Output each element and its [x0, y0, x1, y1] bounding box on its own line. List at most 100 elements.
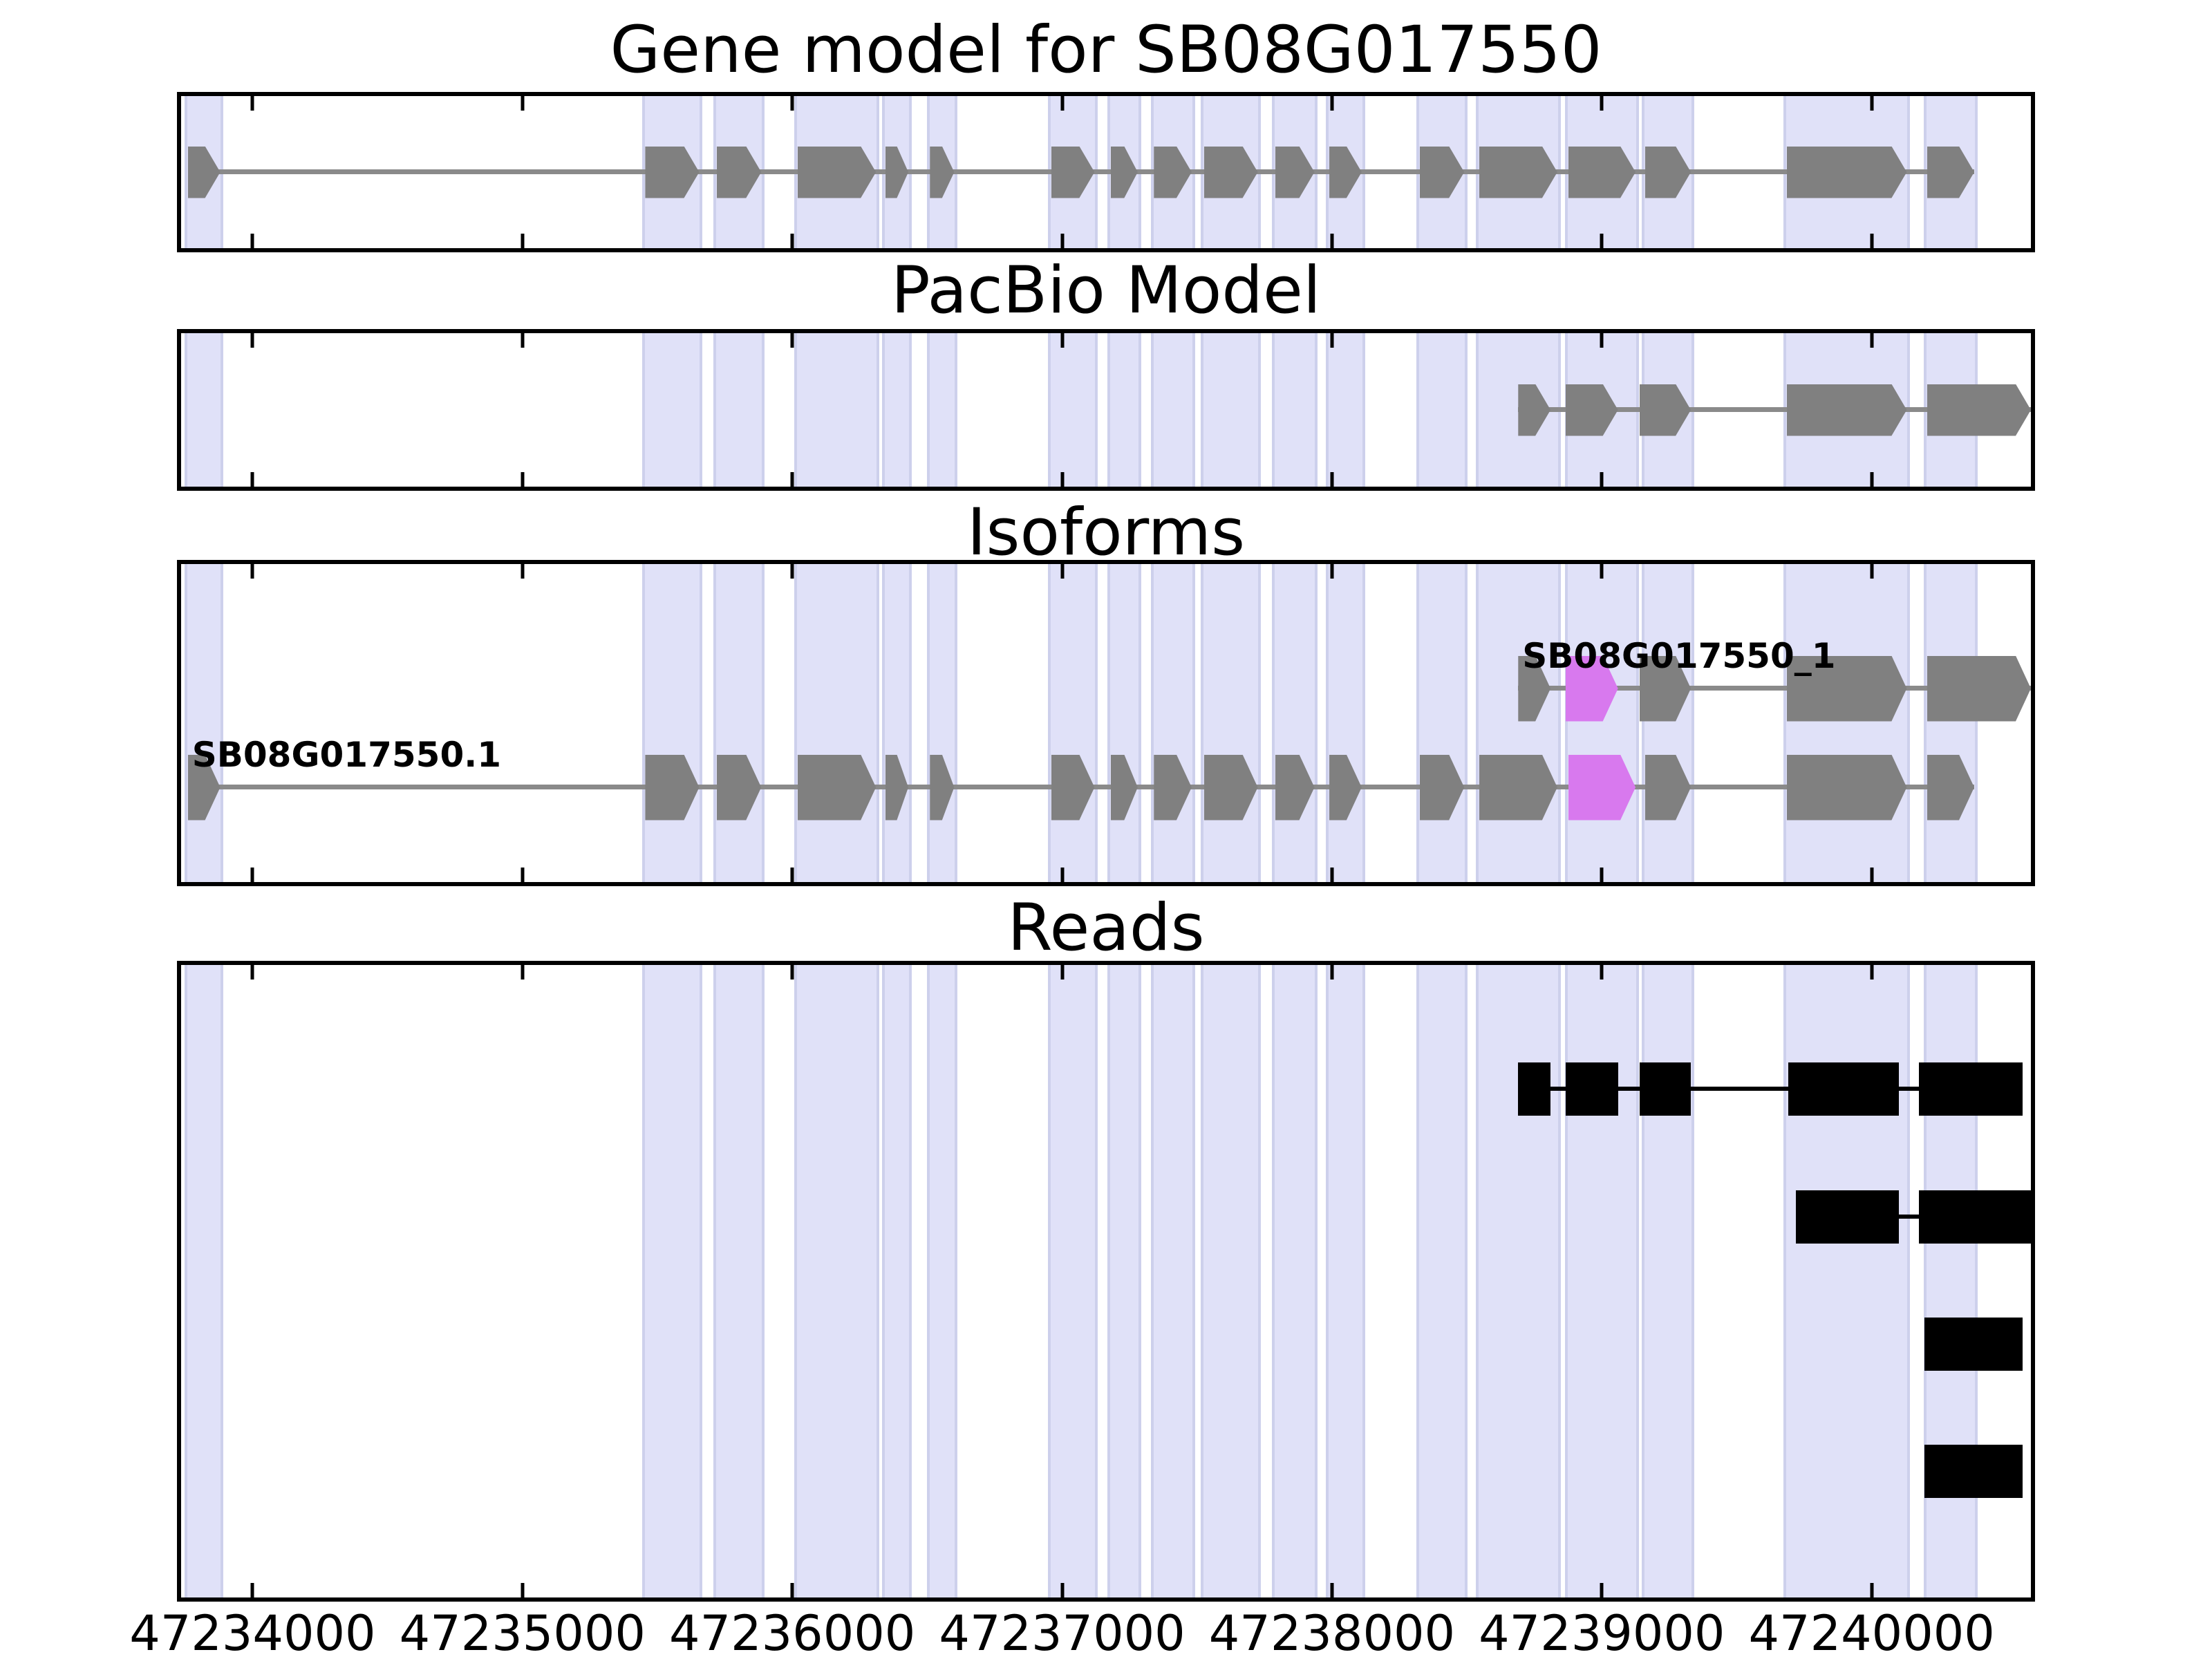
- tick-mark: [1600, 96, 1604, 111]
- x-tick-label: 47236000: [669, 1605, 916, 1659]
- read-block: [1639, 1062, 1691, 1116]
- highlight-band: [1476, 564, 1561, 882]
- tick-mark: [1060, 1583, 1065, 1597]
- highlight-band: [641, 564, 703, 882]
- read-connector-line: [1518, 1087, 2023, 1091]
- tick-mark: [250, 1583, 254, 1597]
- highlight-band: [1200, 564, 1262, 882]
- exon: [1568, 147, 1636, 198]
- exon: [1787, 656, 1907, 722]
- tick-mark: [250, 564, 254, 579]
- read-connector-line: [1796, 1215, 2031, 1219]
- highlight-band: [1048, 564, 1098, 882]
- tick-mark: [521, 564, 525, 579]
- highlight-band: [1416, 965, 1468, 1597]
- x-tick-label: 47237000: [939, 1605, 1185, 1659]
- read-block: [1565, 1062, 1618, 1116]
- highlight-band: [1107, 564, 1141, 882]
- isoform-label: SB08G017550.1: [191, 735, 502, 775]
- tick-mark: [1330, 234, 1334, 248]
- exon: [1927, 384, 2031, 436]
- highlight-band: [1272, 965, 1318, 1597]
- highlight-band: [1326, 333, 1365, 487]
- exon: [798, 147, 876, 198]
- read-block: [1518, 1062, 1551, 1116]
- tick-mark: [790, 472, 794, 487]
- tick-mark: [790, 1583, 794, 1597]
- highlight-band: [882, 965, 912, 1597]
- read-block: [1924, 1317, 2023, 1371]
- highlight-band: [1150, 564, 1195, 882]
- highlight-band: [1200, 333, 1262, 487]
- highlight-band: [1200, 965, 1262, 1597]
- highlight-band: [1150, 965, 1195, 1597]
- panel-gene-model: [177, 92, 2035, 252]
- tick-mark: [790, 96, 794, 111]
- tick-mark: [250, 234, 254, 248]
- read-block: [1924, 1444, 2023, 1498]
- highlight-band: [1048, 333, 1098, 487]
- exon: [1479, 755, 1557, 821]
- tick-mark: [1060, 96, 1065, 111]
- highlight-band: [1783, 564, 1911, 882]
- exon: [1479, 147, 1557, 198]
- tick-mark: [1330, 472, 1334, 487]
- highlight-band: [1642, 965, 1694, 1597]
- highlight-band: [185, 564, 224, 882]
- tick-mark: [250, 965, 254, 980]
- tick-mark: [1330, 868, 1334, 882]
- read-block: [1918, 1190, 2031, 1244]
- title-pacbio-model: PacBio Model: [891, 253, 1321, 328]
- tick-mark: [1330, 333, 1334, 348]
- exon: [798, 755, 876, 821]
- tick-mark: [1870, 1583, 1874, 1597]
- x-tick-label: 47239000: [1479, 1605, 1725, 1659]
- tick-mark: [1600, 472, 1604, 487]
- highlight-band: [1107, 965, 1141, 1597]
- tick-mark: [521, 234, 525, 248]
- tick-mark: [1060, 234, 1065, 248]
- tick-mark: [1600, 868, 1604, 882]
- tick-mark: [521, 1583, 525, 1597]
- x-tick-label: 47235000: [399, 1605, 646, 1659]
- tick-mark: [1060, 472, 1065, 487]
- tick-mark: [1600, 234, 1604, 248]
- panel-pacbio-model: [177, 329, 2035, 491]
- tick-mark: [521, 333, 525, 348]
- highlight-band: [794, 564, 879, 882]
- highlight-band: [713, 564, 765, 882]
- tick-mark: [1330, 965, 1334, 980]
- tick-mark: [521, 965, 525, 980]
- tick-mark: [1870, 868, 1874, 882]
- highlight-band: [1272, 564, 1318, 882]
- tick-mark: [790, 333, 794, 348]
- highlight-exon: [1568, 755, 1636, 821]
- tick-mark: [1870, 965, 1874, 980]
- highlight-band: [1150, 333, 1195, 487]
- tick-mark: [250, 333, 254, 348]
- tick-mark: [521, 96, 525, 111]
- highlight-band: [1564, 965, 1639, 1597]
- exon: [1787, 755, 1907, 821]
- tick-mark: [1870, 333, 1874, 348]
- title-isoforms: Isoforms: [966, 495, 1246, 570]
- tick-mark: [521, 868, 525, 882]
- highlight-band: [1272, 333, 1318, 487]
- tick-mark: [1330, 96, 1334, 111]
- highlight-band: [926, 333, 958, 487]
- highlight-band: [1107, 333, 1141, 487]
- tick-mark: [250, 472, 254, 487]
- tick-mark: [1600, 965, 1604, 980]
- tick-mark: [1060, 333, 1065, 348]
- read-block: [1796, 1190, 1899, 1244]
- tick-mark: [1060, 564, 1065, 579]
- tick-mark: [790, 868, 794, 882]
- highlight-band: [185, 333, 224, 487]
- highlight-band: [641, 965, 703, 1597]
- highlight-band: [1924, 965, 1978, 1597]
- tick-mark: [1600, 564, 1604, 579]
- panel-isoforms: SB08G017550_1 SB08G017550.1: [177, 560, 2035, 886]
- intron-line: [1518, 407, 2031, 412]
- tick-mark: [521, 472, 525, 487]
- x-tick-label: 47240000: [1748, 1605, 1995, 1659]
